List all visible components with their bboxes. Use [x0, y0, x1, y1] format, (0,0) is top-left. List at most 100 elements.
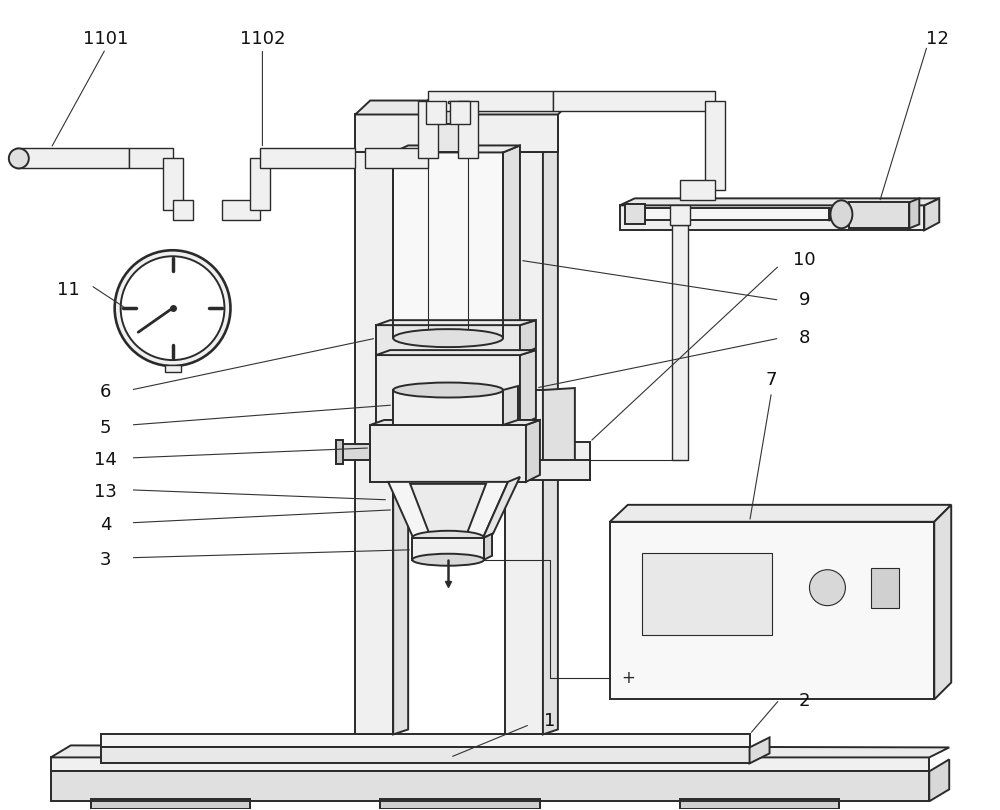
Text: 4: 4	[100, 516, 111, 534]
Polygon shape	[260, 148, 355, 168]
Polygon shape	[355, 100, 572, 114]
Ellipse shape	[830, 200, 852, 228]
Polygon shape	[705, 100, 725, 190]
Ellipse shape	[115, 250, 230, 366]
Text: 5: 5	[100, 419, 111, 437]
Text: +: +	[621, 668, 635, 687]
Polygon shape	[343, 444, 370, 460]
Circle shape	[809, 569, 845, 606]
Polygon shape	[625, 204, 645, 224]
Text: 11: 11	[57, 281, 80, 299]
Text: 14: 14	[94, 451, 117, 469]
Polygon shape	[428, 91, 553, 110]
Polygon shape	[934, 505, 951, 700]
Polygon shape	[355, 152, 393, 735]
Polygon shape	[520, 320, 536, 355]
Ellipse shape	[393, 329, 503, 347]
Polygon shape	[165, 365, 181, 372]
Bar	[871, 568, 899, 608]
Polygon shape	[450, 100, 470, 125]
Polygon shape	[543, 388, 575, 480]
Polygon shape	[393, 146, 520, 152]
Polygon shape	[129, 148, 173, 168]
Polygon shape	[505, 460, 590, 480]
Polygon shape	[370, 420, 540, 425]
Polygon shape	[458, 100, 478, 159]
Polygon shape	[418, 100, 438, 159]
Polygon shape	[393, 390, 503, 425]
Ellipse shape	[426, 96, 470, 109]
Text: 1: 1	[544, 713, 556, 731]
Polygon shape	[393, 152, 503, 338]
Polygon shape	[672, 225, 688, 460]
Polygon shape	[376, 325, 520, 355]
Polygon shape	[365, 148, 428, 168]
Polygon shape	[909, 198, 919, 228]
Polygon shape	[610, 522, 934, 700]
Polygon shape	[376, 355, 520, 425]
Polygon shape	[173, 200, 193, 220]
Ellipse shape	[393, 382, 503, 398]
Polygon shape	[101, 735, 750, 748]
Polygon shape	[620, 198, 939, 206]
Text: 2: 2	[799, 693, 810, 710]
Polygon shape	[376, 320, 536, 325]
Polygon shape	[16, 148, 129, 168]
Polygon shape	[51, 771, 929, 801]
Text: 9: 9	[799, 291, 810, 309]
Polygon shape	[680, 799, 839, 809]
Polygon shape	[849, 202, 909, 228]
Polygon shape	[355, 114, 558, 152]
Polygon shape	[376, 350, 536, 355]
Polygon shape	[51, 745, 949, 757]
Polygon shape	[336, 440, 343, 464]
Polygon shape	[505, 152, 543, 735]
Polygon shape	[222, 200, 260, 220]
Polygon shape	[410, 484, 486, 535]
Polygon shape	[250, 159, 270, 211]
Polygon shape	[380, 799, 540, 809]
Text: 12: 12	[926, 30, 949, 48]
Polygon shape	[670, 206, 690, 225]
Polygon shape	[370, 425, 526, 482]
Polygon shape	[543, 148, 558, 735]
Polygon shape	[91, 799, 250, 809]
Polygon shape	[91, 801, 250, 809]
Polygon shape	[645, 208, 829, 220]
Polygon shape	[388, 482, 508, 538]
Polygon shape	[750, 737, 770, 763]
Polygon shape	[680, 181, 715, 200]
Polygon shape	[51, 757, 929, 771]
Text: 3: 3	[100, 551, 111, 569]
Polygon shape	[484, 534, 492, 560]
Ellipse shape	[412, 554, 484, 565]
Polygon shape	[924, 198, 939, 230]
Polygon shape	[929, 760, 949, 801]
Polygon shape	[680, 801, 839, 809]
Polygon shape	[163, 159, 183, 211]
Text: 10: 10	[793, 251, 816, 269]
Bar	[426, 103, 470, 125]
Polygon shape	[526, 420, 540, 482]
Ellipse shape	[121, 256, 224, 360]
Polygon shape	[483, 477, 520, 538]
Polygon shape	[503, 386, 518, 425]
Polygon shape	[448, 100, 468, 103]
Text: 1101: 1101	[83, 30, 128, 48]
Polygon shape	[412, 538, 484, 560]
Polygon shape	[393, 148, 408, 735]
Text: 13: 13	[94, 483, 117, 501]
Polygon shape	[610, 505, 951, 522]
Polygon shape	[380, 801, 540, 809]
Polygon shape	[426, 100, 446, 125]
Polygon shape	[505, 390, 590, 480]
Polygon shape	[503, 146, 520, 338]
Bar	[642, 552, 772, 634]
Text: 7: 7	[766, 371, 777, 389]
Text: 8: 8	[799, 329, 810, 347]
Text: 1102: 1102	[240, 30, 285, 48]
Polygon shape	[553, 91, 715, 110]
Bar	[420, 125, 476, 152]
Polygon shape	[620, 206, 924, 230]
Ellipse shape	[412, 531, 484, 545]
